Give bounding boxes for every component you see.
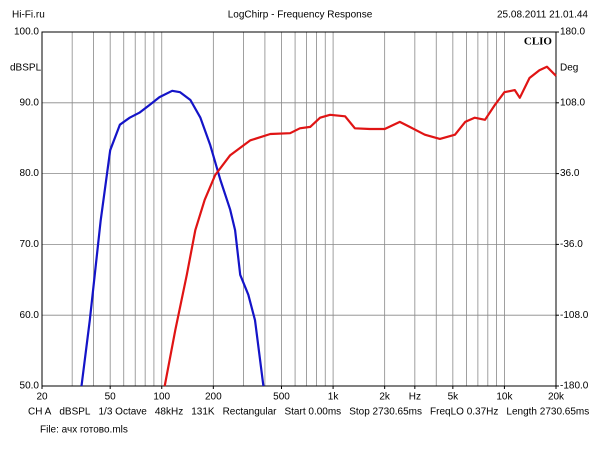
file-name: File: ачх готово.mls	[40, 425, 128, 436]
y2-tick-label: 36.0	[560, 168, 580, 179]
chart-title: LogChirp - Frequency Response	[228, 10, 373, 21]
y2-tick-label: 180.0	[560, 27, 585, 38]
x-tick-label: 20	[36, 392, 48, 403]
series-line	[163, 65, 557, 387]
x-tick-label: 20k	[548, 392, 565, 403]
footer-setting: Rectangular	[223, 407, 278, 418]
y-tick-label: 100.0	[14, 27, 39, 38]
x-tick-label: Hz	[409, 392, 421, 403]
x-tick-label: 10k	[496, 392, 513, 403]
x-tick-label: 2k	[379, 392, 391, 403]
y2-axis-label: Deg	[560, 63, 578, 74]
footer-setting: 131K	[191, 407, 215, 418]
x-tick-label: 200	[205, 392, 222, 403]
header-left: Hi-Fi.ru	[12, 10, 45, 21]
x-tick-label: 5k	[448, 392, 460, 403]
x-tick-label: 100	[153, 392, 170, 403]
y-tick-label: 70.0	[20, 239, 40, 250]
footer-setting: FreqLO 0.37Hz	[430, 407, 498, 418]
y-tick-label: 80.0	[20, 168, 40, 179]
header-right: 25.08.2011 21.01.44	[497, 10, 588, 21]
y2-tick-label: -108.0	[560, 310, 589, 321]
x-tick-label: 500	[273, 392, 290, 403]
y-tick-label: 50.0	[20, 381, 40, 392]
footer-setting: Start 0.00ms	[284, 407, 341, 418]
footer-setting: CH A	[28, 407, 52, 418]
footer-setting: Stop 2730.65ms	[349, 407, 422, 418]
footer-setting: dBSPL	[59, 407, 91, 418]
plot-border	[41, 31, 557, 387]
y2-tick-label: 108.0	[560, 97, 585, 108]
footer-setting: 1/3 Octave	[98, 407, 147, 418]
brand: CLIO	[524, 36, 553, 48]
plot-area	[42, 32, 556, 386]
footer-setting: 48kHz	[155, 407, 183, 418]
x-tick-label: 50	[105, 392, 117, 403]
y-tick-label: 60.0	[20, 310, 40, 321]
x-tick-label: 1k	[328, 392, 340, 403]
y2-tick-label: -36.0	[560, 239, 583, 250]
y-axis-label: dBSPL	[10, 63, 42, 74]
series-line	[80, 89, 265, 387]
y2-tick-label: -180.0	[560, 381, 589, 392]
y-tick-label: 90.0	[20, 97, 40, 108]
footer-setting: Length 2730.65ms	[506, 407, 589, 418]
